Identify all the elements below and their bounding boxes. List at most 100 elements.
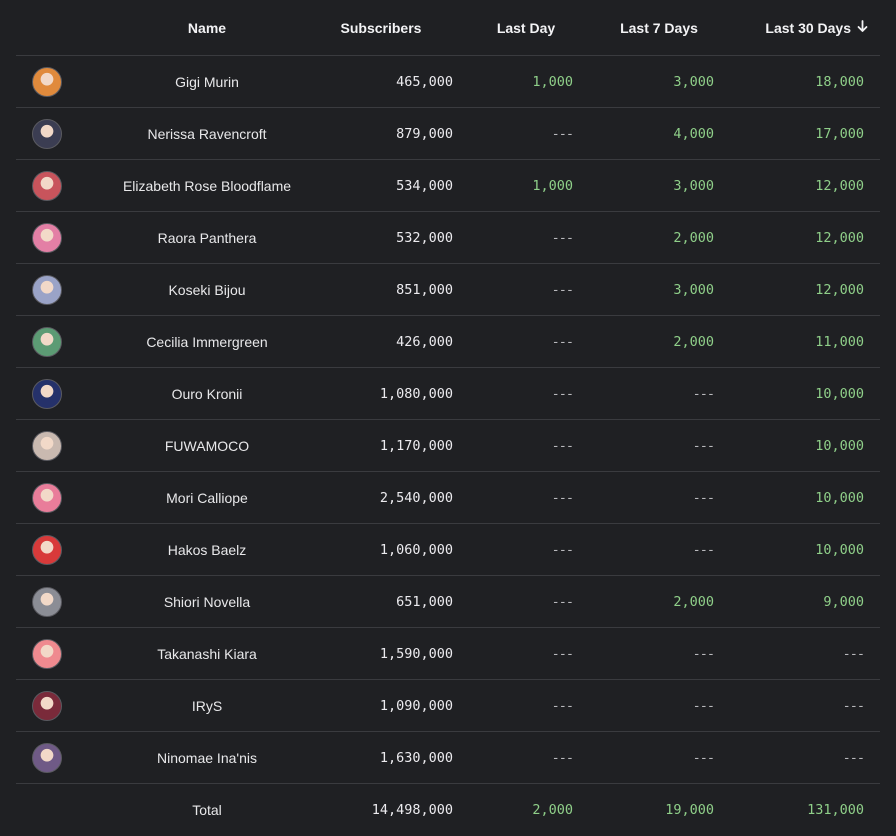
avatar[interactable] bbox=[32, 66, 62, 97]
last-7-days-value: --- bbox=[692, 437, 715, 454]
last-30-days-value: 11,000 bbox=[815, 333, 864, 350]
last-30-days-value: 10,000 bbox=[815, 437, 864, 454]
table-row: FUWAMOCO 1,170,000 --- --- 10,000 bbox=[16, 420, 880, 472]
channel-name[interactable]: Nerissa Ravencroft bbox=[147, 125, 267, 142]
subscribers-value: 879,000 bbox=[396, 125, 453, 142]
total-row: Total 14,498,000 2,000 19,000 131,000 bbox=[16, 784, 880, 836]
total-label: Total bbox=[192, 802, 222, 818]
last-30-days-value: --- bbox=[842, 697, 865, 714]
channel-name[interactable]: Raora Panthera bbox=[157, 229, 257, 246]
last-day-value: 1,000 bbox=[532, 177, 573, 194]
avatar[interactable] bbox=[32, 170, 62, 201]
total-last-30-days: 131,000 bbox=[807, 802, 864, 818]
column-header-name[interactable]: Name bbox=[187, 19, 227, 36]
table-row: Gigi Murin 465,000 1,000 3,000 18,000 bbox=[16, 56, 880, 108]
avatar-cell bbox=[32, 368, 64, 419]
avatar[interactable] bbox=[32, 742, 62, 773]
last-day-value: --- bbox=[551, 333, 574, 350]
column-header-last-day[interactable]: Last Day bbox=[496, 19, 556, 36]
last-7-days-value: --- bbox=[692, 385, 715, 402]
subscribers-value: 1,630,000 bbox=[379, 749, 453, 766]
avatar[interactable] bbox=[32, 222, 62, 253]
last-7-days-value: --- bbox=[692, 489, 715, 506]
table-row: Shiori Novella 651,000 --- 2,000 9,000 bbox=[16, 576, 880, 628]
avatar-cell bbox=[32, 576, 64, 627]
avatar[interactable] bbox=[32, 274, 62, 305]
avatar-cell bbox=[32, 524, 64, 575]
column-header-last-30-days[interactable]: Last 30 Days bbox=[736, 0, 868, 55]
last-30-days-value: 9,000 bbox=[823, 593, 864, 610]
table-row: Mori Calliope 2,540,000 --- --- 10,000 bbox=[16, 472, 880, 524]
channel-name[interactable]: IRyS bbox=[191, 697, 223, 714]
avatar-cell bbox=[32, 264, 64, 315]
last-7-days-value: --- bbox=[692, 697, 715, 714]
subscribers-value: 1,170,000 bbox=[379, 437, 453, 454]
channel-name[interactable]: Mori Calliope bbox=[166, 489, 248, 506]
subscribers-value: 426,000 bbox=[396, 333, 453, 350]
subscribers-value: 1,060,000 bbox=[379, 541, 453, 558]
last-7-days-value: 3,000 bbox=[673, 73, 714, 90]
subscribers-value: 651,000 bbox=[396, 593, 453, 610]
channel-name[interactable]: Koseki Bijou bbox=[168, 281, 246, 298]
table-row: Ouro Kronii 1,080,000 --- --- 10,000 bbox=[16, 368, 880, 420]
last-30-days-value: 10,000 bbox=[815, 385, 864, 402]
avatar-cell bbox=[32, 420, 64, 471]
arrow-down-icon[interactable] bbox=[857, 19, 868, 36]
last-day-value: --- bbox=[551, 489, 574, 506]
last-day-value: --- bbox=[551, 229, 574, 246]
last-day-value: --- bbox=[551, 281, 574, 298]
channel-name[interactable]: Gigi Murin bbox=[175, 73, 239, 90]
avatar[interactable] bbox=[32, 378, 62, 409]
channel-name[interactable]: Ouro Kronii bbox=[171, 385, 243, 402]
table-row: Koseki Bijou 851,000 --- 3,000 12,000 bbox=[16, 264, 880, 316]
column-header-last-30-days-label: Last 30 Days bbox=[765, 19, 851, 36]
last-7-days-value: --- bbox=[692, 541, 715, 558]
last-day-value: --- bbox=[551, 645, 574, 662]
table-row: Takanashi Kiara 1,590,000 --- --- --- bbox=[16, 628, 880, 680]
last-7-days-value: 2,000 bbox=[673, 333, 714, 350]
last-day-value: --- bbox=[551, 125, 574, 142]
channel-name[interactable]: Cecilia Immergreen bbox=[146, 333, 268, 350]
avatar[interactable] bbox=[32, 118, 62, 149]
table-row: Hakos Baelz 1,060,000 --- --- 10,000 bbox=[16, 524, 880, 576]
channel-name[interactable]: Hakos Baelz bbox=[167, 541, 247, 558]
channel-name[interactable]: Elizabeth Rose Bloodflame bbox=[122, 177, 292, 194]
last-30-days-value: 10,000 bbox=[815, 489, 864, 506]
column-header-subscribers[interactable]: Subscribers bbox=[340, 19, 422, 36]
last-7-days-value: 2,000 bbox=[673, 229, 714, 246]
last-day-value: --- bbox=[551, 697, 574, 714]
subscribers-value: 1,090,000 bbox=[379, 697, 453, 714]
avatar[interactable] bbox=[32, 482, 62, 513]
avatar[interactable] bbox=[32, 534, 62, 565]
subscribers-value: 851,000 bbox=[396, 281, 453, 298]
avatar[interactable] bbox=[32, 430, 62, 461]
avatar[interactable] bbox=[32, 690, 62, 721]
table-row: Ninomae Ina'nis 1,630,000 --- --- --- bbox=[16, 732, 880, 784]
avatar-cell bbox=[32, 680, 64, 731]
last-30-days-value: 12,000 bbox=[815, 229, 864, 246]
last-day-value: --- bbox=[551, 541, 574, 558]
last-7-days-value: 4,000 bbox=[673, 125, 714, 142]
avatar[interactable] bbox=[32, 586, 62, 617]
table-row: Cecilia Immergreen 426,000 --- 2,000 11,000 bbox=[16, 316, 880, 368]
total-last-7-days: 19,000 bbox=[665, 802, 714, 818]
last-30-days-value: 12,000 bbox=[815, 281, 864, 298]
avatar[interactable] bbox=[32, 326, 62, 357]
subscribers-value: 532,000 bbox=[396, 229, 453, 246]
last-day-value: --- bbox=[551, 385, 574, 402]
column-header-last-7-days[interactable]: Last 7 Days bbox=[620, 19, 698, 36]
channel-name[interactable]: Shiori Novella bbox=[163, 593, 251, 610]
channel-name[interactable]: Ninomae Ina'nis bbox=[157, 749, 257, 766]
last-30-days-value: 17,000 bbox=[815, 125, 864, 142]
channel-name[interactable]: Takanashi Kiara bbox=[157, 645, 257, 662]
avatar-cell bbox=[32, 732, 64, 783]
last-7-days-value: --- bbox=[692, 645, 715, 662]
table-header: Name Subscribers Last Day Last 7 Days La… bbox=[16, 0, 880, 56]
last-day-value: 1,000 bbox=[532, 73, 573, 90]
table-row: Elizabeth Rose Bloodflame 534,000 1,000 3,0… bbox=[16, 160, 880, 212]
channel-name[interactable]: FUWAMOCO bbox=[164, 437, 250, 454]
avatar[interactable] bbox=[32, 638, 62, 669]
subscribers-value: 534,000 bbox=[396, 177, 453, 194]
last-30-days-value: 10,000 bbox=[815, 541, 864, 558]
last-7-days-value: 2,000 bbox=[673, 593, 714, 610]
